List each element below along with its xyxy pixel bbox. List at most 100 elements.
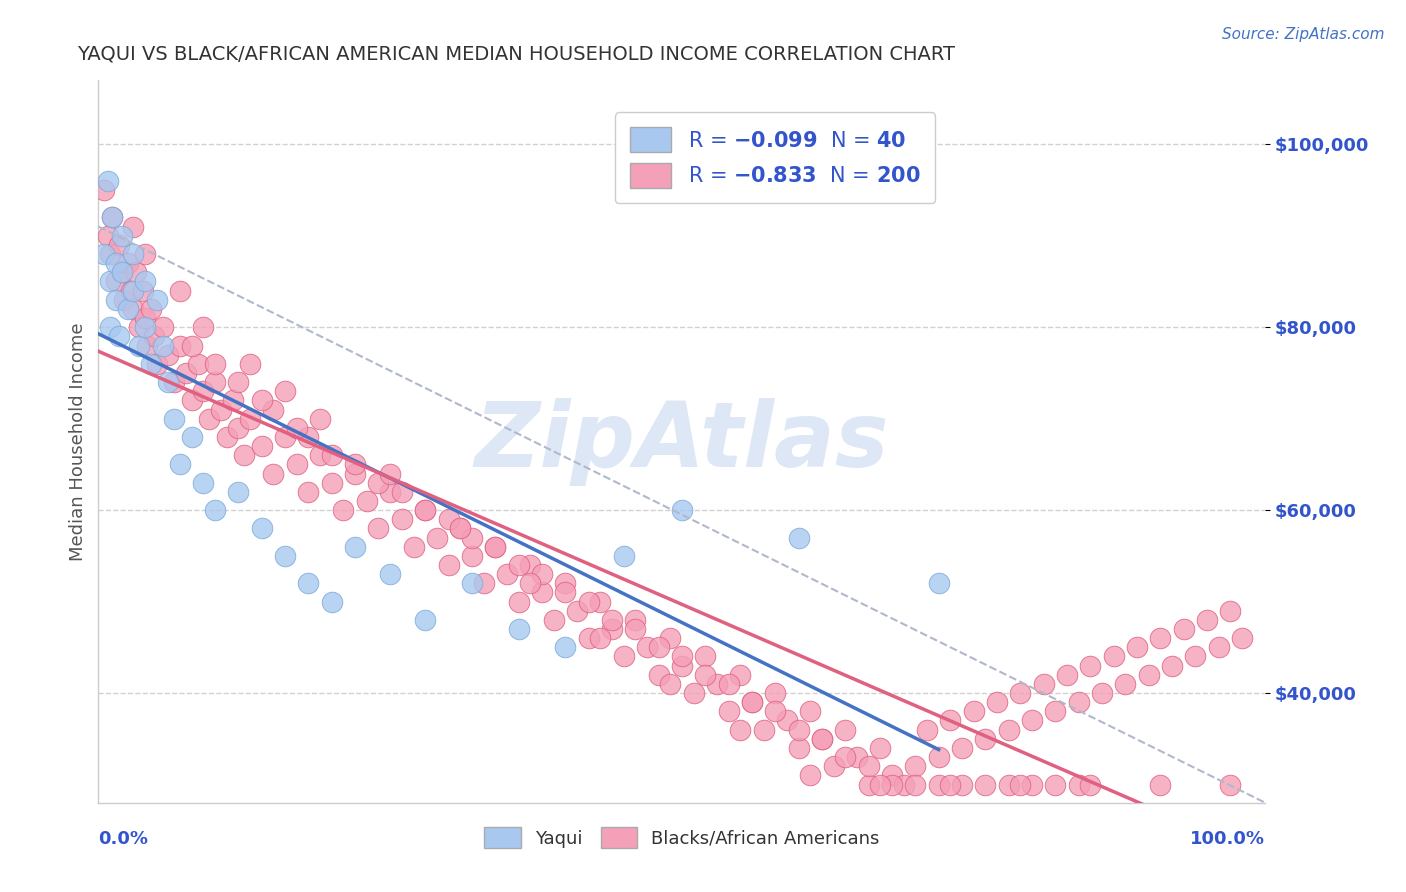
Point	[1219, 604, 1241, 618]
Point	[391, 512, 413, 526]
Point	[274, 549, 297, 563]
Point	[589, 631, 612, 645]
Point	[321, 475, 343, 490]
Point	[624, 613, 647, 627]
Point	[97, 228, 120, 243]
Point	[449, 521, 471, 535]
Point	[221, 393, 243, 408]
Point	[508, 594, 530, 608]
Point	[93, 247, 115, 261]
Point	[578, 594, 600, 608]
Point	[120, 284, 142, 298]
Point	[169, 338, 191, 352]
Point	[250, 439, 273, 453]
Point	[1045, 777, 1067, 791]
Text: YAQUI VS BLACK/AFRICAN AMERICAN MEDIAN HOUSEHOLD INCOME CORRELATION CHART: YAQUI VS BLACK/AFRICAN AMERICAN MEDIAN H…	[77, 45, 955, 63]
Point	[228, 484, 250, 499]
Point	[1173, 622, 1195, 636]
Point	[554, 576, 576, 591]
Point	[187, 357, 209, 371]
Point	[986, 695, 1008, 709]
Point	[98, 275, 121, 289]
Point	[111, 265, 134, 279]
Point	[974, 777, 997, 791]
Point	[1032, 677, 1054, 691]
Point	[763, 686, 786, 700]
Point	[811, 731, 834, 746]
Point	[180, 430, 202, 444]
Point	[250, 393, 273, 408]
Point	[125, 265, 148, 279]
Point	[215, 430, 238, 444]
Point	[193, 384, 215, 399]
Point	[1184, 649, 1206, 664]
Point	[134, 275, 156, 289]
Point	[752, 723, 775, 737]
Point	[356, 494, 378, 508]
Point	[530, 585, 553, 599]
Point	[799, 704, 821, 718]
Point	[122, 301, 145, 316]
Point	[928, 576, 950, 591]
Point	[122, 247, 145, 261]
Point	[391, 484, 413, 499]
Point	[1219, 777, 1241, 791]
Point	[671, 658, 693, 673]
Point	[1010, 777, 1032, 791]
Point	[98, 320, 121, 334]
Point	[519, 558, 541, 572]
Point	[695, 649, 717, 664]
Text: 100.0%: 100.0%	[1191, 830, 1265, 848]
Point	[157, 348, 180, 362]
Point	[157, 375, 180, 389]
Point	[554, 640, 576, 655]
Point	[613, 549, 636, 563]
Point	[939, 714, 962, 728]
Point	[858, 759, 880, 773]
Point	[321, 448, 343, 462]
Point	[928, 777, 950, 791]
Point	[169, 458, 191, 472]
Point	[730, 723, 752, 737]
Point	[426, 531, 449, 545]
Point	[134, 247, 156, 261]
Point	[437, 558, 460, 572]
Point	[565, 604, 588, 618]
Point	[193, 475, 215, 490]
Point	[233, 448, 256, 462]
Point	[543, 613, 565, 627]
Point	[461, 576, 484, 591]
Point	[1080, 777, 1102, 791]
Point	[108, 238, 131, 252]
Point	[1161, 658, 1184, 673]
Point	[1149, 631, 1171, 645]
Point	[624, 622, 647, 636]
Point	[449, 521, 471, 535]
Point	[519, 576, 541, 591]
Point	[239, 411, 262, 425]
Point	[939, 777, 962, 791]
Point	[508, 622, 530, 636]
Point	[128, 320, 150, 334]
Point	[717, 677, 740, 691]
Point	[997, 777, 1019, 791]
Point	[380, 567, 402, 582]
Point	[904, 777, 927, 791]
Point	[811, 731, 834, 746]
Point	[93, 183, 115, 197]
Point	[163, 375, 186, 389]
Point	[880, 777, 903, 791]
Point	[508, 558, 530, 572]
Point	[380, 484, 402, 499]
Point	[139, 357, 162, 371]
Point	[1056, 667, 1078, 681]
Point	[695, 667, 717, 681]
Point	[297, 576, 319, 591]
Point	[309, 448, 332, 462]
Point	[198, 411, 221, 425]
Point	[730, 667, 752, 681]
Point	[1067, 695, 1090, 709]
Point	[671, 649, 693, 664]
Point	[111, 228, 134, 243]
Point	[846, 750, 869, 764]
